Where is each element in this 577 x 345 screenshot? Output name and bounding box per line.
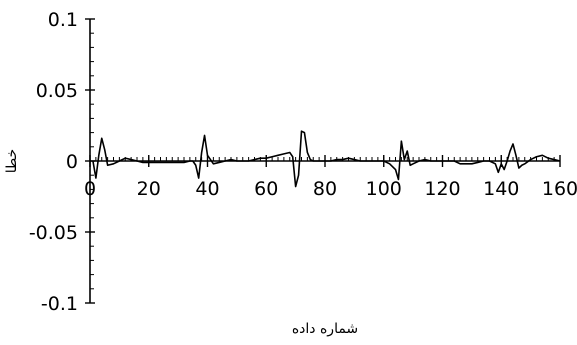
y-tick-label: -0.1 (41, 293, 78, 315)
y-tick-labels: 0.1 0.05 0 -0.05 -0.1 (29, 9, 78, 315)
x-tick-label: 40 (195, 178, 219, 200)
x-tick-label: 80 (313, 178, 337, 200)
x-tick-label: 160 (542, 178, 577, 200)
x-tick-label: 100 (366, 178, 402, 200)
y-tick-label: -0.05 (29, 222, 78, 244)
x-tick-label: 20 (137, 178, 161, 200)
x-tick-labels: 0 20 40 60 80 100 120 140 160 (84, 178, 577, 200)
series-group (92, 130, 561, 188)
y-tick-label: 0.1 (48, 9, 78, 31)
x-axis-title: شماره داده (292, 321, 358, 337)
x-tick-label: 0 (84, 178, 96, 200)
y-tick-label: 0.05 (36, 80, 78, 102)
x-tick-label: 60 (254, 178, 278, 200)
y-tick-label: 0 (66, 151, 78, 173)
y-axis-title: خطا (4, 149, 20, 173)
x-tick-label: 140 (483, 178, 519, 200)
x-tick-label: 120 (424, 178, 460, 200)
series-line (92, 130, 561, 188)
